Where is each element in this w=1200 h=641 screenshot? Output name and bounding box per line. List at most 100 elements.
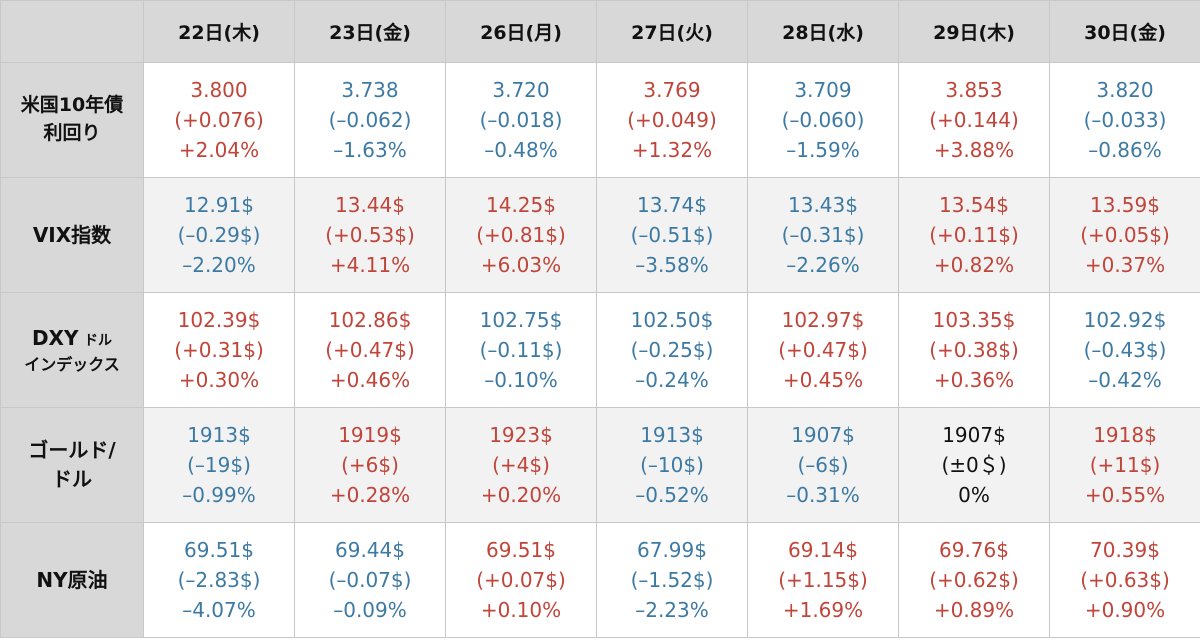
price-value: 1923$ <box>489 423 553 447</box>
percent-change: +0.90% <box>1084 598 1166 622</box>
percent-change: –0.10% <box>484 368 558 392</box>
change-value: (+6$) <box>341 453 399 477</box>
value-cell: 102.50$ (–0.25$) –0.24% <box>596 292 748 408</box>
change-value: (+1.15$) <box>778 568 868 592</box>
price-value: 13.74$ <box>637 193 707 217</box>
price-value: 70.39$ <box>1090 538 1160 562</box>
change-value: (–2.83$) <box>177 568 261 592</box>
percent-change: –0.86% <box>1088 138 1162 162</box>
change-value: (–0.060) <box>781 108 865 132</box>
change-value: (+0.38$) <box>929 338 1019 362</box>
change-value: (+0.81$) <box>476 223 566 247</box>
value-cell: 3.853 (+0.144) +3.88% <box>898 62 1050 178</box>
cell-lines: 102.97$ (+0.47$) +0.45% <box>748 310 898 390</box>
percent-change: +0.37% <box>1084 253 1166 277</box>
percent-change: +0.28% <box>329 483 411 507</box>
change-value: (+0.07$) <box>476 568 566 592</box>
row-label-line: ドル <box>52 467 92 491</box>
value-cell: 102.92$ (–0.43$) –0.42% <box>1049 292 1200 408</box>
value-cell: 1913$ (–19$) –0.99% <box>143 407 295 523</box>
row-label-line: NY原油 <box>36 567 108 592</box>
row-label-line: ゴールド/ <box>28 438 116 462</box>
change-value: (–0.43$) <box>1083 338 1167 362</box>
row-label-sub: ドル <box>84 332 113 349</box>
table-row: VIX指数 12.91$ (–0.29$) –2.20% 13.44$ (+0.53$… <box>0 177 1200 293</box>
cell-lines: 1913$ (–19$) –0.99% <box>144 425 294 505</box>
price-value: 13.44$ <box>335 193 405 217</box>
price-value: 69.51$ <box>184 538 254 562</box>
price-value: 3.720 <box>492 78 550 102</box>
value-cell: 13.43$ (–0.31$) –2.26% <box>747 177 899 293</box>
value-cell: 13.54$ (+0.11$) +0.82% <box>898 177 1050 293</box>
value-cell: 103.35$ (+0.38$) +0.36% <box>898 292 1050 408</box>
price-value: 13.59$ <box>1090 193 1160 217</box>
price-value: 12.91$ <box>184 193 254 217</box>
cell-lines: 102.39$ (+0.31$) +0.30% <box>144 310 294 390</box>
value-cell: 3.769 (+0.049) +1.32% <box>596 62 748 178</box>
value-cell: 69.51$ (+0.07$) +0.10% <box>445 522 597 638</box>
price-value: 69.51$ <box>486 538 556 562</box>
change-value: (+0.049) <box>627 108 717 132</box>
value-cell: 102.75$ (–0.11$) –0.10% <box>445 292 597 408</box>
cell-lines: 69.51$ (–2.83$) –4.07% <box>144 540 294 620</box>
change-value: (+0.63$) <box>1080 568 1170 592</box>
change-value: (+11$) <box>1089 453 1161 477</box>
change-value: (+0.47$) <box>325 338 415 362</box>
value-cell: 13.59$ (+0.05$) +0.37% <box>1049 177 1200 293</box>
cell-lines: 1907$ (±0＄) 0% <box>899 425 1049 505</box>
price-value: 69.14$ <box>788 538 858 562</box>
table-row: 米国10年債 利回り 3.800 (+0.076) +2.04% 3.738 (–0.… <box>0 62 1200 178</box>
price-value: 102.39$ <box>177 308 261 332</box>
price-value: 14.25$ <box>486 193 556 217</box>
table-row: DXY ドル インデックス 102.39$ (+0.31$) +0.30% 102.… <box>0 292 1200 408</box>
change-value: (–19$) <box>187 453 251 477</box>
cell-lines: 3.738 (–0.062) –1.63% <box>295 80 445 160</box>
cell-lines: 13.59$ (+0.05$) +0.37% <box>1050 195 1200 275</box>
change-value: (–6$) <box>797 453 849 477</box>
cell-lines: 67.99$ (–1.52$) –2.23% <box>597 540 747 620</box>
percent-change: –0.48% <box>484 138 558 162</box>
date-header: 27日(火) <box>596 0 748 63</box>
percent-change: –2.26% <box>786 253 860 277</box>
value-cell: 67.99$ (–1.52$) –2.23% <box>596 522 748 638</box>
value-cell: 1923$ (+4$) +0.20% <box>445 407 597 523</box>
percent-change: +1.32% <box>631 138 713 162</box>
percent-change: –1.59% <box>786 138 860 162</box>
row-label-line: 利回り <box>43 122 101 144</box>
change-value: (–0.29$) <box>177 223 261 247</box>
cell-lines: 13.43$ (–0.31$) –2.26% <box>748 195 898 275</box>
change-value: (–0.31$) <box>781 223 865 247</box>
table-row: ゴールド/ ドル 1913$ (–19$) –0.99% 1919$ (+6$) +0.… <box>0 407 1200 523</box>
value-cell: 69.76$ (+0.62$) +0.89% <box>898 522 1050 638</box>
change-value: (+0.144) <box>929 108 1019 132</box>
row-label-line: 米国10年債 <box>20 94 124 117</box>
percent-change: +0.30% <box>178 368 260 392</box>
price-value: 1907$ <box>942 423 1006 447</box>
value-cell: 3.800 (+0.076) +2.04% <box>143 62 295 178</box>
row-label-line: インデックス <box>24 354 120 374</box>
percent-change: +1.69% <box>782 598 864 622</box>
value-cell: 3.820 (–0.033) –0.86% <box>1049 62 1200 178</box>
date-header: 29日(木) <box>898 0 1050 63</box>
percent-change: –0.42% <box>1088 368 1162 392</box>
percent-change: +0.89% <box>933 598 1015 622</box>
value-cell: 69.51$ (–2.83$) –4.07% <box>143 522 295 638</box>
value-cell: 3.720 (–0.018) –0.48% <box>445 62 597 178</box>
percent-change: +0.55% <box>1084 483 1166 507</box>
date-header: 30日(金) <box>1049 0 1200 63</box>
change-value: (–1.52$) <box>630 568 714 592</box>
price-value: 3.738 <box>341 78 399 102</box>
cell-lines: 13.54$ (+0.11$) +0.82% <box>899 195 1049 275</box>
value-cell: 13.74$ (–0.51$) –3.58% <box>596 177 748 293</box>
value-cell: 12.91$ (–0.29$) –2.20% <box>143 177 295 293</box>
percent-change: –0.09% <box>333 598 407 622</box>
cell-lines: 69.44$ (–0.07$) –0.09% <box>295 540 445 620</box>
change-value: (–10$) <box>640 453 704 477</box>
table-row: NY原油 69.51$ (–2.83$) –4.07% 69.44$ (–0.07$)… <box>0 522 1200 638</box>
header-row: 22日(木) 23日(金) 26日(月) 27日(火) 28日(水) 29日(木… <box>0 0 1200 63</box>
cell-lines: 102.50$ (–0.25$) –0.24% <box>597 310 747 390</box>
percent-change: +3.88% <box>933 138 1015 162</box>
change-value: (+0.62$) <box>929 568 1019 592</box>
cell-lines: 3.800 (+0.076) +2.04% <box>144 80 294 160</box>
